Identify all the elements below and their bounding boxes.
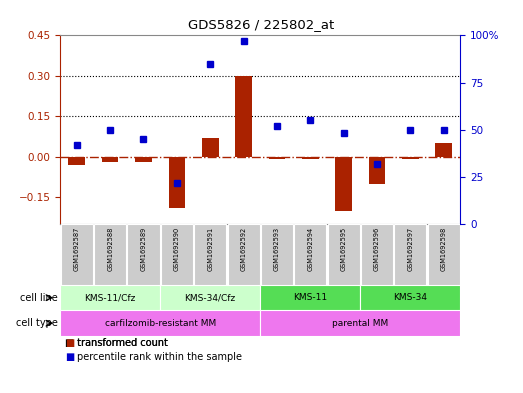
Text: ■ transformed count: ■ transformed count [65, 338, 168, 348]
Bar [135, 157, 152, 162]
Text: KMS-34: KMS-34 [393, 293, 427, 302]
Bar [160, 285, 260, 310]
Text: KMS-11/Cfz: KMS-11/Cfz [85, 293, 136, 302]
Text: GSM1692593: GSM1692593 [274, 227, 280, 271]
Bar [102, 157, 119, 162]
Bar [260, 310, 460, 336]
Text: parental MM: parental MM [332, 319, 389, 328]
Bar [394, 224, 426, 285]
Bar [302, 157, 319, 159]
Bar [294, 224, 326, 285]
Text: GSM1692592: GSM1692592 [241, 227, 246, 271]
Text: GSM1692594: GSM1692594 [307, 227, 313, 271]
Bar [94, 224, 126, 285]
Bar [61, 224, 93, 285]
Text: ■: ■ [65, 338, 75, 348]
Bar [161, 224, 193, 285]
Text: GDS5826 / 225802_at: GDS5826 / 225802_at [188, 18, 335, 31]
Bar [168, 157, 185, 208]
Text: GSM1692597: GSM1692597 [407, 227, 413, 271]
Text: GSM1692598: GSM1692598 [440, 227, 447, 271]
Bar [435, 143, 452, 157]
Text: GSM1692590: GSM1692590 [174, 227, 180, 271]
Bar [128, 224, 160, 285]
Text: cell line: cell line [20, 293, 58, 303]
Bar [260, 285, 360, 310]
Bar [335, 157, 352, 211]
Text: percentile rank within the sample: percentile rank within the sample [77, 353, 242, 362]
Bar [268, 157, 285, 159]
Bar [402, 157, 418, 159]
Bar [194, 224, 226, 285]
Text: transformed count: transformed count [77, 338, 168, 348]
Bar [261, 224, 293, 285]
Bar [60, 285, 160, 310]
Text: cell type: cell type [16, 318, 58, 328]
Text: ■: ■ [65, 353, 75, 362]
Text: GSM1692595: GSM1692595 [340, 227, 347, 271]
Text: GSM1692589: GSM1692589 [141, 227, 146, 271]
Bar [428, 224, 460, 285]
Text: KMS-11: KMS-11 [293, 293, 327, 302]
Bar [361, 224, 393, 285]
Bar [202, 138, 219, 157]
Text: GSM1692588: GSM1692588 [107, 227, 113, 272]
Text: GSM1692591: GSM1692591 [207, 227, 213, 271]
Text: KMS-34/Cfz: KMS-34/Cfz [185, 293, 236, 302]
Bar [327, 224, 359, 285]
Bar [235, 76, 252, 157]
Bar [69, 157, 85, 165]
Bar [60, 310, 260, 336]
Bar [369, 157, 385, 184]
Text: carfilzomib-resistant MM: carfilzomib-resistant MM [105, 319, 216, 328]
Bar [228, 224, 259, 285]
Bar [360, 285, 460, 310]
Text: GSM1692587: GSM1692587 [74, 227, 80, 272]
Text: GSM1692596: GSM1692596 [374, 227, 380, 271]
